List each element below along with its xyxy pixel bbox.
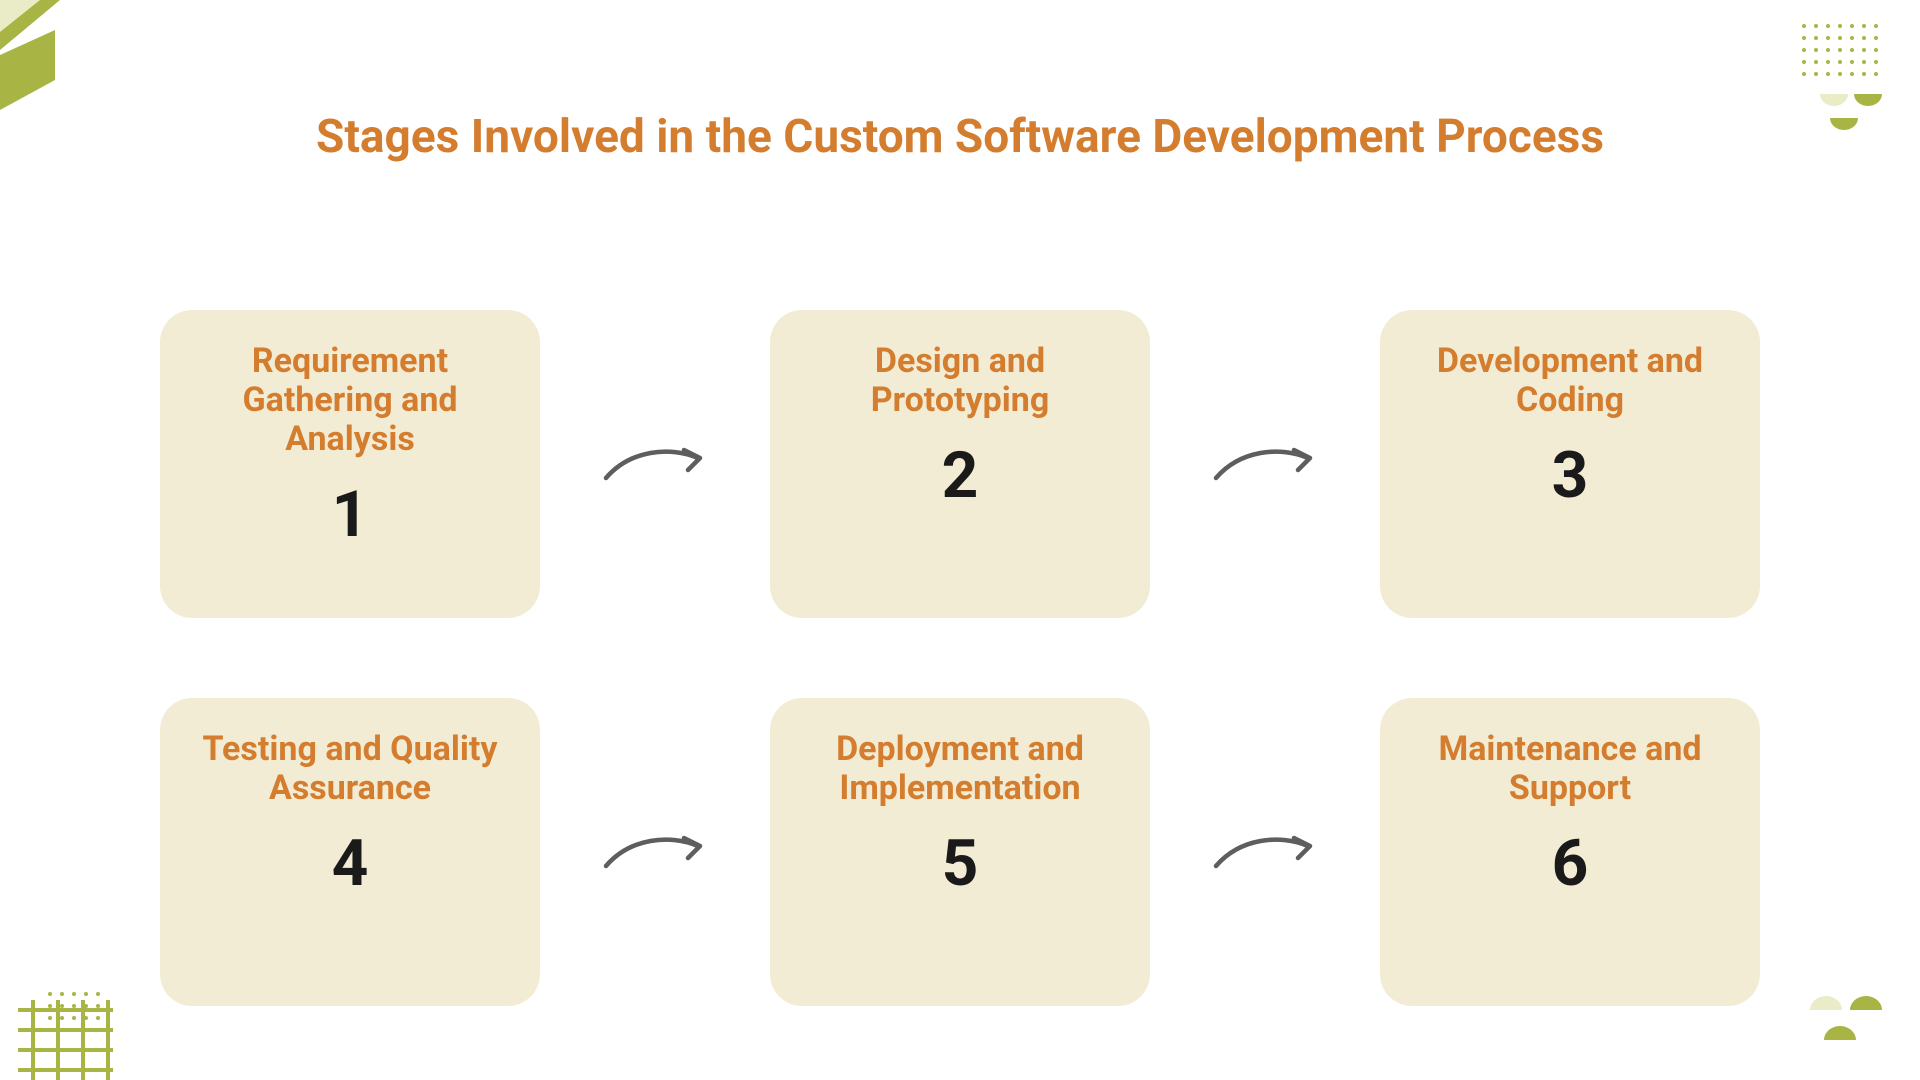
stage-number: 5 [942,826,979,901]
decoration-dots-top-right [1800,22,1880,82]
stage-card-6: Maintenance and Support 6 [1380,698,1760,1006]
stages-container: Requirement Gathering and Analysis 1 Des… [160,310,1760,1006]
stage-number: 2 [942,438,979,513]
stage-card-2: Design and Prototyping 2 [770,310,1150,618]
decoration-dots-bottom-left [46,990,106,1030]
stage-number: 6 [1552,826,1589,901]
decoration-top-left [0,0,90,120]
arrow-icon [1205,440,1325,488]
stage-card-4: Testing and Quality Assurance 4 [160,698,540,1006]
decoration-curves-bottom-right [1806,992,1896,1066]
stage-card-1: Requirement Gathering and Analysis 1 [160,310,540,618]
stage-number: 4 [332,826,369,901]
stage-title: Design and Prototyping [798,342,1122,420]
decoration-hatch-bottom-left [18,1000,113,1080]
stages-row-2: Testing and Quality Assurance 4 Deployme… [160,698,1760,1006]
stage-number: 1 [332,477,369,552]
arrow-icon [1205,828,1325,876]
stage-title: Requirement Gathering and Analysis [188,342,512,459]
stage-title: Maintenance and Support [1408,730,1732,808]
stage-title: Deployment and Implementation [798,730,1122,808]
arrow-icon [595,828,715,876]
stage-title: Development and Coding [1408,342,1732,420]
stage-title: Testing and Quality Assurance [188,730,512,808]
stage-card-5: Deployment and Implementation 5 [770,698,1150,1006]
stages-row-1: Requirement Gathering and Analysis 1 Des… [160,310,1760,618]
stage-card-3: Development and Coding 3 [1380,310,1760,618]
arrow-icon [595,440,715,488]
page-title: Stages Involved in the Custom Software D… [0,110,1920,164]
stage-number: 3 [1552,438,1589,513]
